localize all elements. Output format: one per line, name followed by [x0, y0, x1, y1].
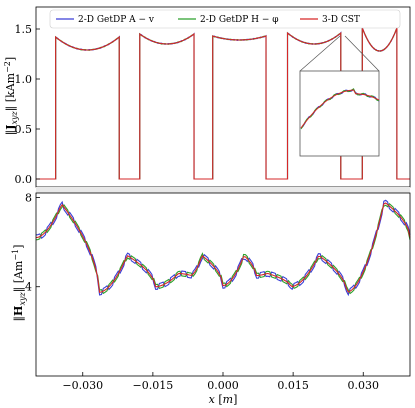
legend-frame [49, 9, 401, 29]
top-series-lines [36, 27, 410, 180]
panel-separator [36, 187, 410, 193]
bottom-y-axis-label: ‖Hxyz‖ [Am−1] [11, 245, 27, 322]
bottom-y-ticks: 48 [25, 191, 40, 294]
x-tick-label: −0.015 [133, 379, 174, 392]
top-panel: 0.0 0.5 1.0 1.5 ‖Jxyz‖ [kAm−2] 2-D GetDP A … [3, 6, 411, 188]
inset-series-line [300, 89, 380, 129]
bottom-series-line [35, 202, 411, 295]
inset-connector-line [299, 35, 341, 72]
top-y-ticks: 0.0 0.5 1.0 1.5 [15, 23, 40, 186]
y-tick-label: 0.5 [15, 123, 33, 136]
top-y-axis-label: ‖Jxyz‖ [kAm−2] [3, 57, 19, 135]
y-tick-label: 1.5 [15, 23, 33, 36]
y-tick-label: 8 [25, 191, 32, 204]
legend-entry-label: 2-D GetDP H − φ [200, 15, 279, 25]
inset-connector-line [344, 35, 380, 72]
bottom-series-lines [35, 199, 411, 297]
x-tick-label: 0.000 [207, 379, 239, 392]
y-tick-label: 0.0 [15, 173, 33, 186]
y-tick-label: 1.0 [15, 73, 33, 86]
y-tick-label: 4 [25, 281, 32, 294]
x-tick-label: 0.030 [348, 379, 380, 392]
x-axis-label: x [m] [209, 393, 238, 406]
bottom-series-line [35, 202, 411, 293]
bottom-series-line [35, 199, 411, 297]
bottom-x-ticks: −0.030 −0.015 0.000 0.015 0.030 [62, 372, 379, 392]
legend-entry-label: 3-D CST [322, 15, 360, 25]
zoom-inset [299, 35, 380, 157]
top-series-line [36, 27, 410, 180]
x-tick-label: 0.015 [277, 379, 309, 392]
inset-frame [299, 70, 380, 157]
x-tick-label: −0.030 [62, 379, 103, 392]
legend: 2-D GetDP A − v 2-D GetDP H − φ 3-D CST [49, 9, 401, 29]
legend-entry-label: 2-D GetDP A − v [78, 15, 155, 25]
bottom-panel: 48 −0.030 −0.015 0.000 0.015 0.030 ‖Hxyz‖ [A… [11, 191, 411, 406]
